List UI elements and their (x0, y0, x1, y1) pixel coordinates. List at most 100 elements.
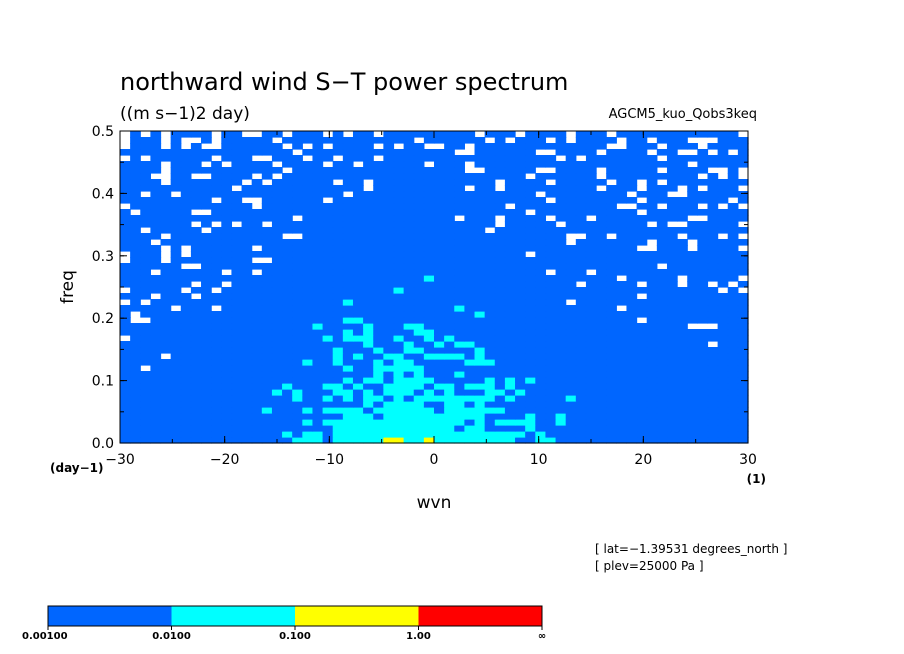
spectrum-cell (494, 269, 506, 276)
spectrum-cell (332, 329, 344, 336)
spectrum-cell (211, 215, 222, 222)
spectrum-cell (727, 395, 739, 402)
spectrum-cell (271, 359, 283, 366)
spectrum-cell (383, 185, 395, 192)
spectrum-cell (626, 437, 638, 444)
colorbar: 0.00100 0.0100 0.100 1.00 ∞ (22, 605, 546, 642)
spectrum-cell (190, 161, 202, 168)
spectrum-cell (373, 365, 384, 372)
spectrum-cell (656, 341, 668, 348)
spectrum-cell (585, 293, 597, 300)
spectrum-cell (606, 251, 617, 258)
spectrum-cell (494, 389, 506, 396)
spectrum-cell (241, 377, 253, 384)
spectrum-cell (444, 341, 455, 348)
spectrum-cell (616, 413, 628, 420)
spectrum-cell (677, 287, 688, 294)
spectrum-cell (434, 137, 445, 144)
spectrum-cell (312, 239, 324, 246)
spectrum-cell (646, 161, 658, 168)
spectrum-cell (565, 413, 577, 420)
spectrum-cell (575, 167, 587, 174)
spectrum-cell (454, 239, 465, 246)
spectrum-cell (525, 299, 536, 306)
spectrum-cell (585, 209, 597, 216)
spectrum-cell (515, 251, 526, 258)
spectrum-cell (585, 167, 597, 174)
spectrum-cell (585, 227, 597, 234)
spectrum-cell (504, 197, 516, 204)
spectrum-cell (322, 389, 334, 396)
spectrum-cell (606, 167, 617, 174)
spectrum-cell (363, 161, 374, 168)
spectrum-cell (515, 233, 526, 240)
spectrum-cell (454, 437, 465, 444)
spectrum-cell (646, 173, 658, 180)
spectrum-cell (190, 383, 202, 390)
spectrum-cell (383, 389, 395, 396)
spectrum-cell (636, 131, 648, 138)
spectrum-cell (585, 305, 597, 312)
spectrum-cell (312, 377, 324, 384)
spectrum-cell (150, 197, 162, 204)
spectrum-cell (515, 425, 526, 432)
spectrum-cell (403, 275, 415, 282)
spectrum-cell (332, 257, 344, 264)
spectrum-cell (525, 317, 536, 324)
spectrum-cell (261, 197, 273, 204)
spectrum-cell (606, 413, 617, 420)
spectrum-cell (251, 401, 263, 408)
colorbar-swatch (295, 606, 419, 626)
spectrum-cell (271, 281, 283, 288)
spectrum-cell (444, 329, 455, 336)
spectrum-cell (515, 293, 526, 300)
spectrum-cell (170, 251, 182, 258)
spectrum-cell (504, 413, 516, 420)
spectrum-cell (251, 263, 263, 270)
spectrum-cell (606, 173, 617, 180)
spectrum-cell (251, 359, 263, 366)
spectrum-cell (484, 323, 496, 330)
spectrum-cell (575, 161, 587, 168)
spectrum-cell (596, 317, 607, 324)
spectrum-cell (170, 173, 182, 180)
spectrum-cell (180, 305, 192, 312)
spectrum-cell (484, 155, 496, 162)
spectrum-cell (504, 383, 516, 390)
spectrum-cell (737, 161, 749, 168)
spectrum-cell (342, 431, 354, 438)
spectrum-cell (150, 383, 162, 390)
spectrum-cell (251, 143, 263, 150)
spectrum-cell (494, 437, 506, 444)
spectrum-cell (444, 263, 455, 270)
spectrum-cell (677, 347, 688, 354)
spectrum-cell (201, 365, 212, 372)
spectrum-cell (393, 275, 405, 282)
spectrum-cell (464, 137, 476, 144)
spectrum-cell (352, 329, 364, 336)
spectrum-cell (717, 425, 729, 432)
spectrum-cell (221, 431, 233, 438)
spectrum-cell (565, 395, 577, 402)
spectrum-cell (231, 155, 243, 162)
x-tick-label: 0 (430, 452, 439, 468)
spectrum-cell (292, 155, 303, 162)
spectrum-cell (545, 227, 557, 234)
spectrum-cell (525, 263, 536, 270)
spectrum-cell (565, 167, 577, 174)
spectrum-cell (646, 257, 658, 264)
spectrum-cell (464, 317, 476, 324)
spectrum-cell (677, 293, 688, 300)
spectrum-cell (646, 263, 658, 270)
spectrum-cell (565, 287, 577, 294)
spectrum-cell (727, 143, 739, 150)
spectrum-cell (120, 425, 131, 432)
spectrum-cell (596, 131, 607, 138)
spectrum-cell (211, 179, 222, 186)
spectrum-cell (656, 425, 668, 432)
spectrum-cell (666, 173, 678, 180)
spectrum-cell (626, 371, 638, 378)
spectrum-cell (150, 335, 162, 342)
spectrum-cell (606, 161, 617, 168)
spectrum-cell (150, 311, 162, 318)
